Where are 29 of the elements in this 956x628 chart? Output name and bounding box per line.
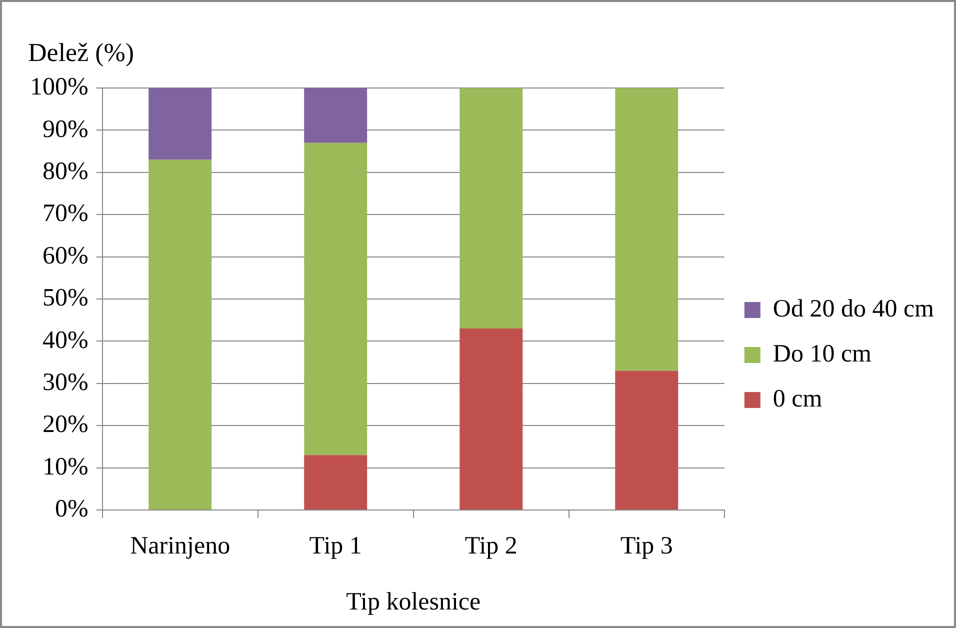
bar [615, 370, 678, 510]
legend-label: 0 cm [772, 386, 823, 413]
y-tick-label: 50% [42, 284, 88, 312]
legend-label: Do 10 cm [772, 340, 872, 368]
y-tick-label: 30% [42, 368, 88, 396]
x-tick-label: Tip 1 [309, 532, 362, 560]
bar [148, 88, 212, 160]
bar [304, 455, 368, 510]
y-axis-title: Delež (%) [28, 38, 134, 68]
x-tick-label: Tip 2 [464, 532, 518, 560]
y-tick-label: 70% [42, 200, 88, 228]
bar [460, 88, 523, 329]
x-tick-label: Tip 3 [620, 532, 673, 560]
bar [148, 160, 212, 510]
y-tick-label: 0% [54, 496, 88, 523]
y-tick-label: 10% [42, 453, 88, 480]
y-tick-label: 90% [42, 116, 88, 143]
y-tick-label: 60% [42, 242, 88, 270]
y-tick-label: 100% [30, 74, 88, 101]
bar [304, 88, 368, 143]
x-tick-label: Narinjeno [130, 532, 230, 560]
y-tick-label: 20% [42, 411, 88, 438]
bar [304, 142, 368, 456]
x-axis-title: Tip kolesnice [346, 588, 481, 616]
bar [460, 328, 523, 510]
y-tick-label: 80% [42, 158, 88, 185]
legend-label: Od 20 do 40 cm [772, 296, 935, 323]
bar [615, 88, 678, 371]
y-tick-label: 40% [42, 326, 88, 354]
